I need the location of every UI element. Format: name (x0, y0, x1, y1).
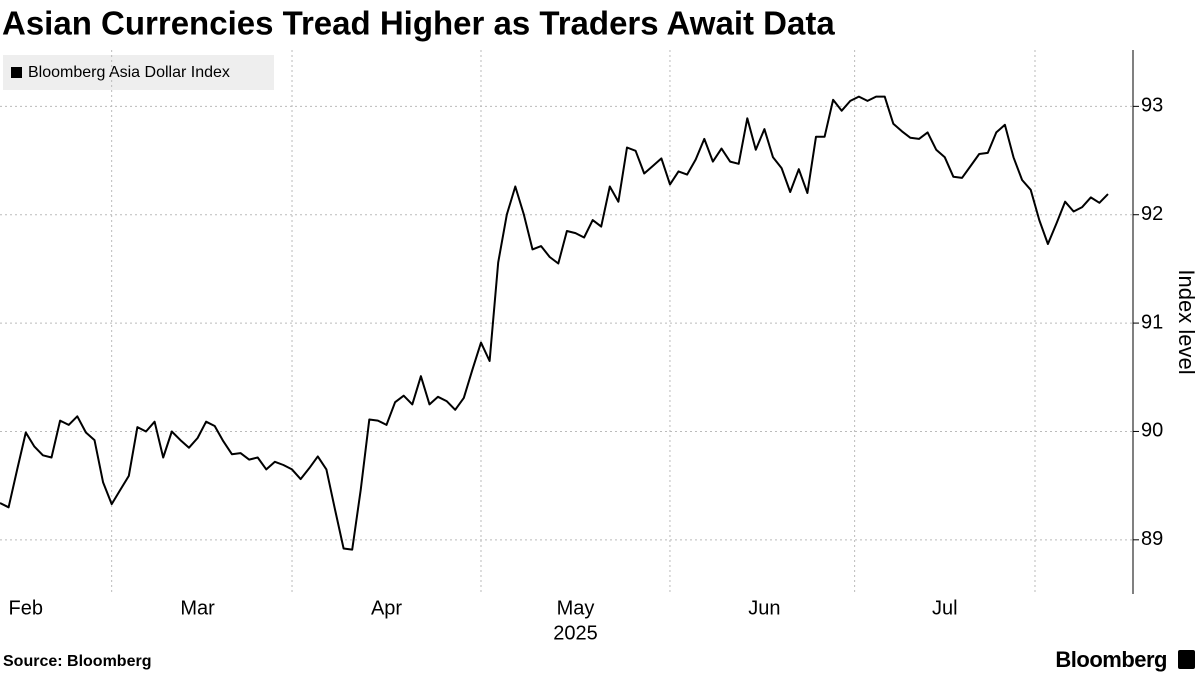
y-tick-label: 89 (1141, 528, 1163, 550)
y-tick-label: 91 (1141, 311, 1163, 333)
x-tick-label: Mar (180, 597, 215, 619)
year-label: 2025 (553, 622, 598, 644)
source: Source: Bloomberg (3, 653, 151, 670)
x-tick-label: Jul (932, 597, 958, 619)
data-line (0, 95, 1109, 551)
x-tick-label: Feb (9, 597, 43, 619)
legend-label: Bloomberg Asia Dollar Index (28, 64, 230, 81)
brand-icon (1178, 650, 1195, 669)
brand: Bloomberg (1055, 647, 1167, 672)
x-tick-label: Apr (371, 597, 402, 619)
legend-box (3, 55, 274, 90)
y-tick-label: 90 (1141, 420, 1163, 442)
x-tick-label: Jun (748, 597, 780, 619)
y-tick-label: 92 (1141, 203, 1163, 225)
y-axis-label: Index level (1174, 269, 1199, 374)
y-tick-label: 93 (1141, 95, 1163, 117)
legend-swatch (11, 67, 22, 78)
chart-title: Asian Currencies Tread Higher as Traders… (2, 5, 835, 42)
x-tick-label: May (557, 597, 595, 619)
